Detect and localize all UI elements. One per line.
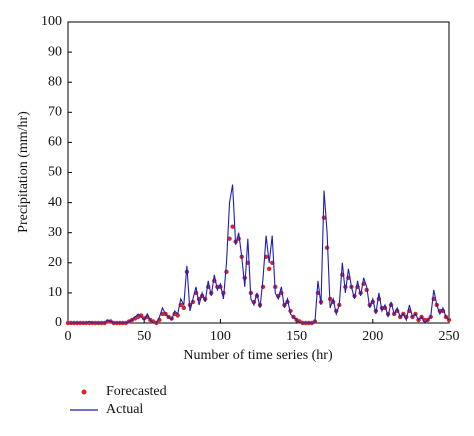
x-tick-label: 200: [362, 329, 383, 344]
y-tick-label: 30: [48, 225, 62, 240]
x-tick-label: 250: [439, 329, 460, 344]
y-tick-label: 0: [55, 315, 62, 330]
legend-label: Forecasted: [106, 384, 167, 399]
legend-label: Actual: [106, 402, 143, 417]
forecast-point: [224, 269, 229, 275]
plot-frame: [67, 21, 450, 324]
y-tick-label: 70: [48, 105, 62, 120]
y-tick-label: 10: [48, 285, 62, 300]
forecast-point: [230, 224, 235, 229]
y-tick-label: 20: [48, 255, 62, 270]
actual-line: [68, 184, 450, 324]
legend-marker: [81, 389, 87, 395]
y-tick-label: 50: [48, 165, 62, 180]
forecast-point: [181, 305, 187, 311]
forecast-point: [266, 266, 272, 272]
x-tick-label: 50: [137, 329, 151, 344]
y-tick-label: 80: [48, 74, 62, 89]
forecast-point: [175, 313, 180, 318]
y-tick-label: 60: [48, 135, 62, 150]
y-tick-label: 100: [41, 14, 62, 29]
x-tick-label: 150: [286, 329, 307, 344]
forecast-point: [227, 236, 232, 241]
x-axis-label: Number of time series (hr): [183, 348, 333, 363]
x-tick-label: 100: [210, 329, 231, 344]
y-tick-label: 40: [48, 195, 62, 210]
y-axis-label: Precipitation (mm/hr): [16, 111, 31, 233]
y-tick-label: 90: [48, 44, 62, 59]
x-tick-label: 0: [65, 329, 72, 344]
